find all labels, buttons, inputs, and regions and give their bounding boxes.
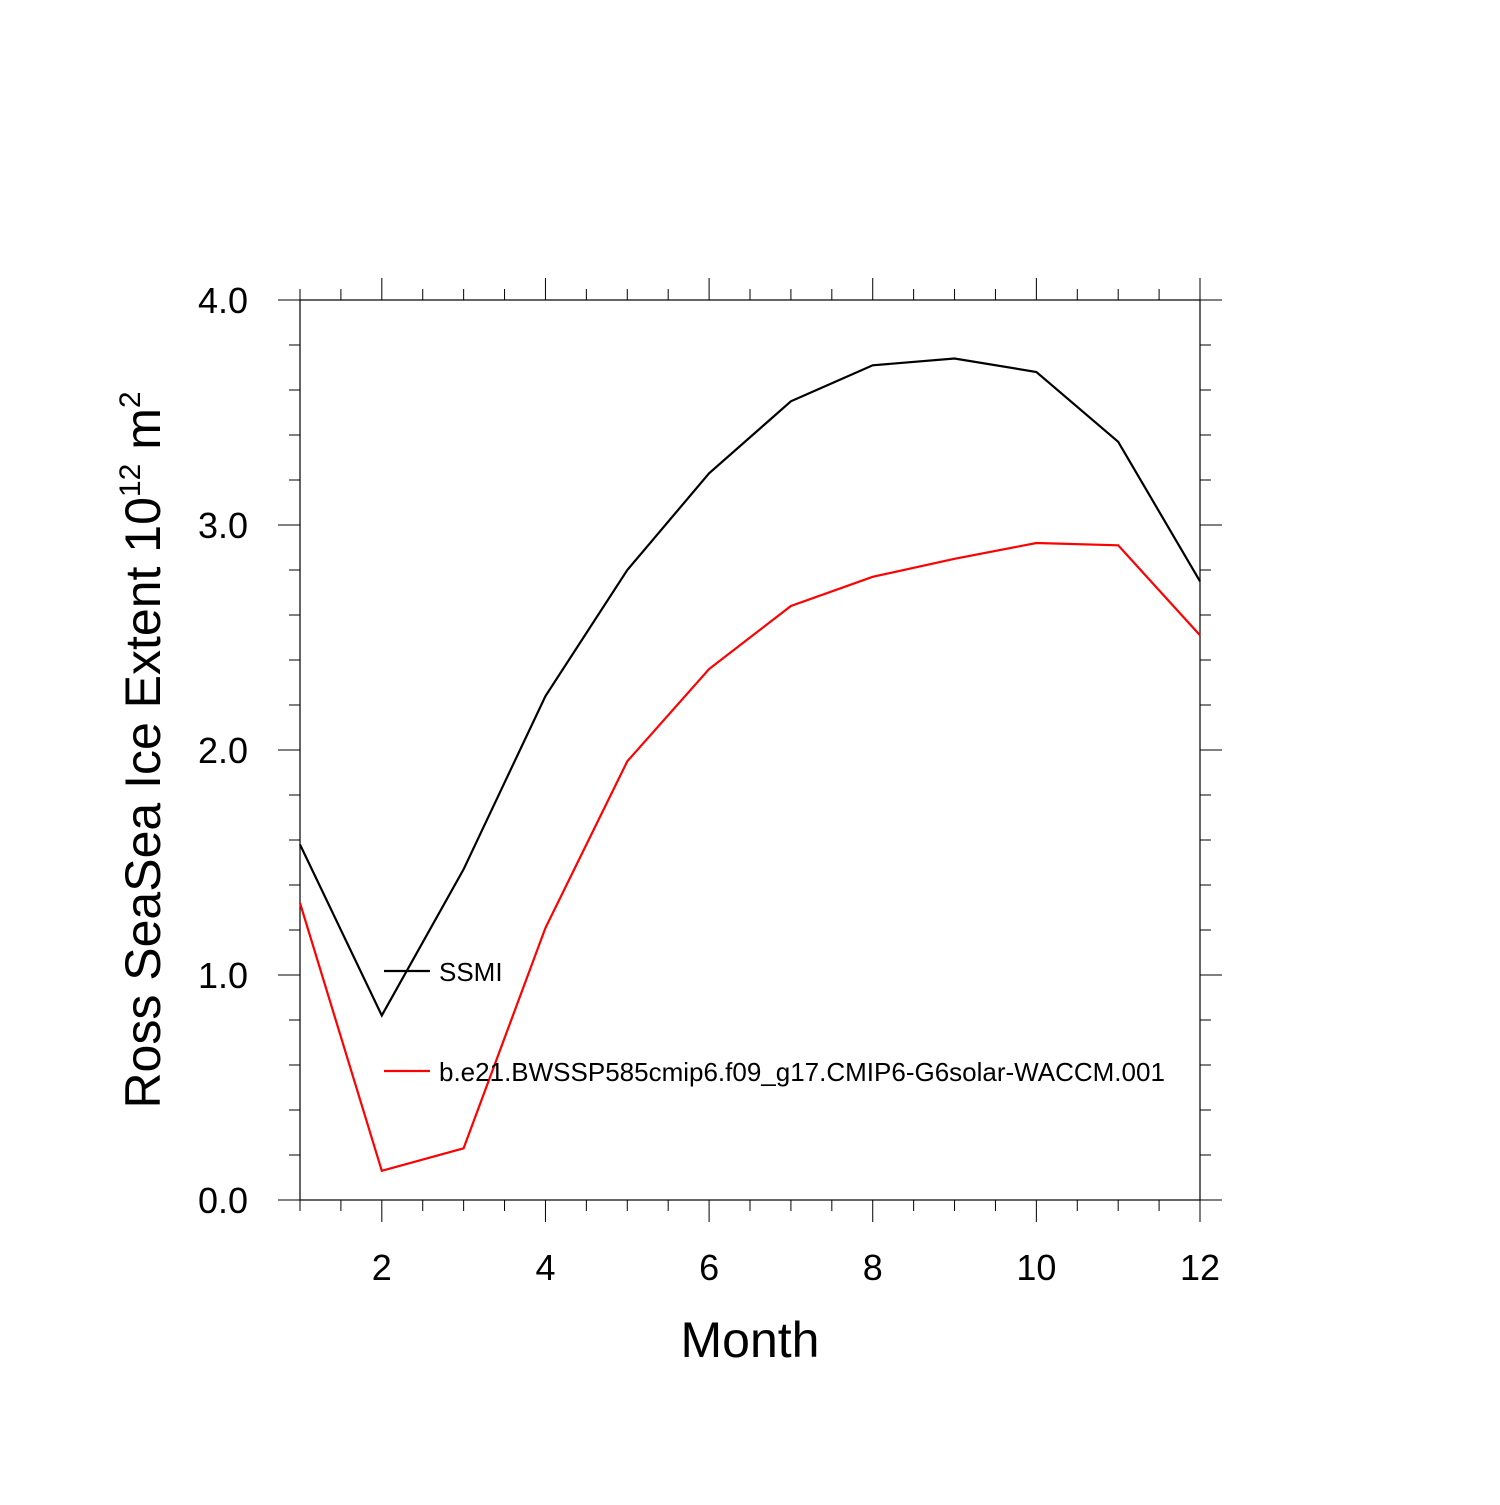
y-tick-label: 1.0 xyxy=(198,955,248,996)
y-tick-label: 2.0 xyxy=(198,730,248,771)
legend-label: b.e21.BWSSP585cmip6.f09_g17.CMIP6-G6sola… xyxy=(439,1057,1165,1087)
x-tick-label: 8 xyxy=(863,1247,883,1288)
y-tick-label: 0.0 xyxy=(198,1180,248,1221)
series-line-model xyxy=(298,541,1201,1173)
x-tick-label: 4 xyxy=(535,1247,555,1288)
x-tick-label: 2 xyxy=(372,1247,392,1288)
x-axis-title: Month xyxy=(681,1312,820,1368)
legend-label: SSMI xyxy=(439,957,503,987)
x-tick-label: 12 xyxy=(1180,1247,1220,1288)
x-tick-label: 6 xyxy=(699,1247,719,1288)
y-tick-label: 4.0 xyxy=(198,280,248,321)
x-tick-label: 10 xyxy=(1016,1247,1056,1288)
y-axis-title: Ross SeaSea Ice Extent 1012 m2 xyxy=(114,391,171,1108)
series-line-ssmi xyxy=(299,357,1201,1018)
y-tick-label: 3.0 xyxy=(198,505,248,546)
